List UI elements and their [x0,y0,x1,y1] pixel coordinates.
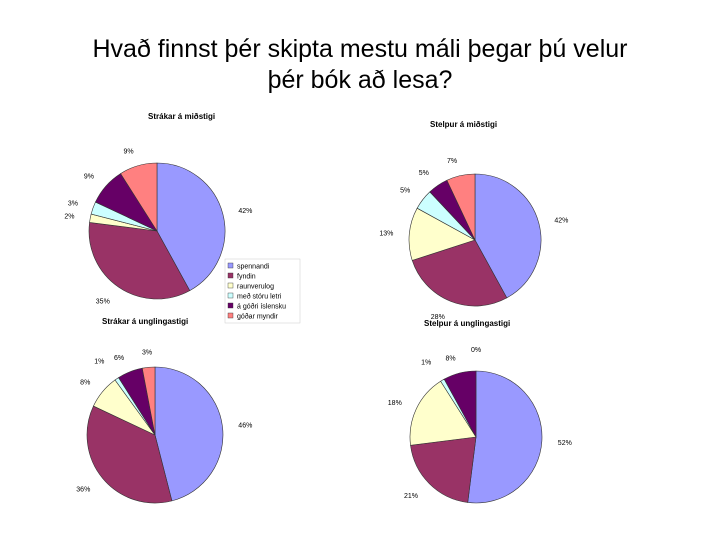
pie-slice-góðar-myndir [446,173,476,241]
slide-title: Hvað finnst þér skipta mestu máli þegar … [0,34,720,96]
legend-swatch [227,302,234,309]
pie-slice-label: 5% [419,170,429,177]
slide-title-line-1: Hvað finnst þér skipta mestu máli þegar … [92,35,628,63]
pie-slice-label: 1% [421,359,431,366]
pie-chart-2: Stelpur á miðstigi 42% 28% 13% 5% 5% 7% [379,120,568,321]
chart-title: Strákar á unglingastigi [102,317,188,326]
pie-slice-spennandi [156,162,226,291]
pie-slice-fyndin [88,222,191,300]
pie-slice-label: 52% [558,440,572,447]
pie-slice-raunverulog [409,380,477,446]
legend-swatch [227,272,234,279]
legend-swatch [227,292,234,299]
pie-slice-spennandi [474,173,542,299]
pie-slice-label: 42% [554,218,568,225]
pie-slice-label: 9% [84,173,94,180]
pie-slice-label: 35% [96,299,110,306]
legend-entry: fyndin [237,274,256,281]
chart-title: Stelpur á unglingastigi [424,319,510,328]
pie-chart-1: Strákar á miðstigi 42% 35% 2% 3% 9% 9% [64,112,252,306]
pie-slice-label: 28% [431,314,445,321]
legend-entry: góðar myndir [237,313,279,321]
pie-slice-fyndin [86,405,173,504]
chart-title: Strákar á miðstigi [148,112,215,121]
pie-slice-label: 0% [471,347,481,354]
pie-slice-label: 8% [80,380,90,387]
chart-legend: spennandi fyndin raunverulog með stóru letr… [224,258,301,324]
legend-entry: með stóru letri [237,293,282,301]
pie-slice-spennandi [467,370,543,504]
pie-slice-label: 36% [76,487,90,494]
pie-chart-3: Strákar á unglingastigi 46% 36% 8% 1% 6% 3% [76,317,252,504]
pie-slice-label: 46% [238,423,252,430]
legend-swatch [227,262,234,269]
pie-slice-label: 8% [445,356,455,363]
legend-entry: raunverulog [237,284,274,291]
pie-slice-label: 18% [388,400,402,407]
pie-slice-label: 6% [114,355,124,362]
pie-slice-label: 3% [68,201,78,208]
legend-entry: á góðri íslensku [237,303,286,311]
pie-slice-góðar-myndir [120,162,158,233]
legend-swatch [227,312,234,319]
pie-slice-label: 7% [447,158,457,165]
pie-slice-label: 9% [123,148,133,155]
pie-slice-label: 1% [94,359,104,366]
pie-slice-label: 5% [400,188,410,195]
chart-title: Stelpur á miðstigi [430,120,497,129]
pie-slice-label: 21% [404,493,418,500]
pie-slice-á-góðri-íslensku [443,370,477,438]
legend-entry: spennandi [237,264,270,271]
pie-slice-label: 13% [379,230,393,237]
legend-box [224,258,301,324]
pie-slice-spennandi [154,366,224,502]
pie-slice-label: 42% [238,208,252,215]
pie-chart-4: Stelpur á unglingastigi 52% 21% 18% 1% 8% 0% [388,319,572,504]
pie-slice-fyndin [410,436,477,503]
pie-slice-fyndin [411,239,508,307]
pie-slice-label: 3% [142,349,152,356]
slide-title-line-2: þér bók að lesa? [267,66,453,94]
pie-slice-label: 2% [64,213,74,220]
legend-swatch [227,282,234,289]
pie-slice-góðar-myndir [141,366,156,436]
